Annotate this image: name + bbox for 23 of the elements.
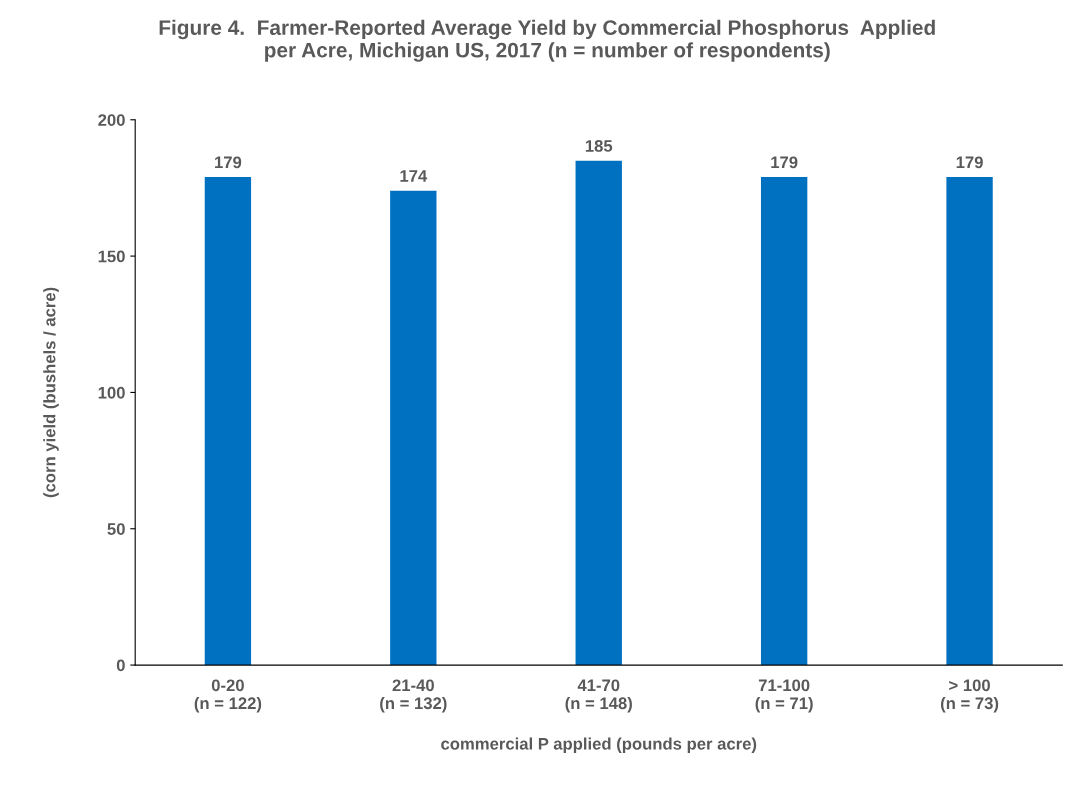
y-axis-title: (corn yield (bushels / acre)	[43, 287, 59, 498]
bar	[760, 177, 808, 666]
y-tick-label: 200	[98, 114, 125, 126]
y-tick-label: 50	[107, 523, 125, 535]
y-tick-label: 100	[98, 386, 125, 399]
bar	[204, 177, 252, 666]
data-label: 179	[771, 156, 798, 169]
bar	[946, 177, 993, 666]
data-label: 179	[956, 156, 983, 169]
data-label: 179	[215, 156, 242, 169]
x-tick-label: 0-20 (n = 122)	[194, 679, 262, 713]
x-axis-title: commercial P applied (pounds per acre)	[441, 737, 757, 753]
x-tick-label: 71-100 (n = 71)	[755, 679, 813, 713]
data-label: 185	[585, 140, 613, 152]
x-tick-label: > 100 (n = 73)	[940, 679, 999, 713]
y-tick-label: 150	[98, 250, 125, 263]
bar	[575, 160, 622, 666]
data-label: 174	[400, 170, 428, 182]
x-tick-label: 41-70 (n = 148)	[565, 679, 632, 713]
x-tick-label: 21-40 (n = 132)	[380, 679, 447, 713]
y-tick-label: 0	[116, 659, 125, 672]
chart-title: Figure 4. Farmer-Reported Average Yield by Commercial Phosphorus Applied per Acre, Michigan US, 2017 (n = number of respondents)	[159, 19, 935, 62]
bar	[390, 190, 437, 666]
